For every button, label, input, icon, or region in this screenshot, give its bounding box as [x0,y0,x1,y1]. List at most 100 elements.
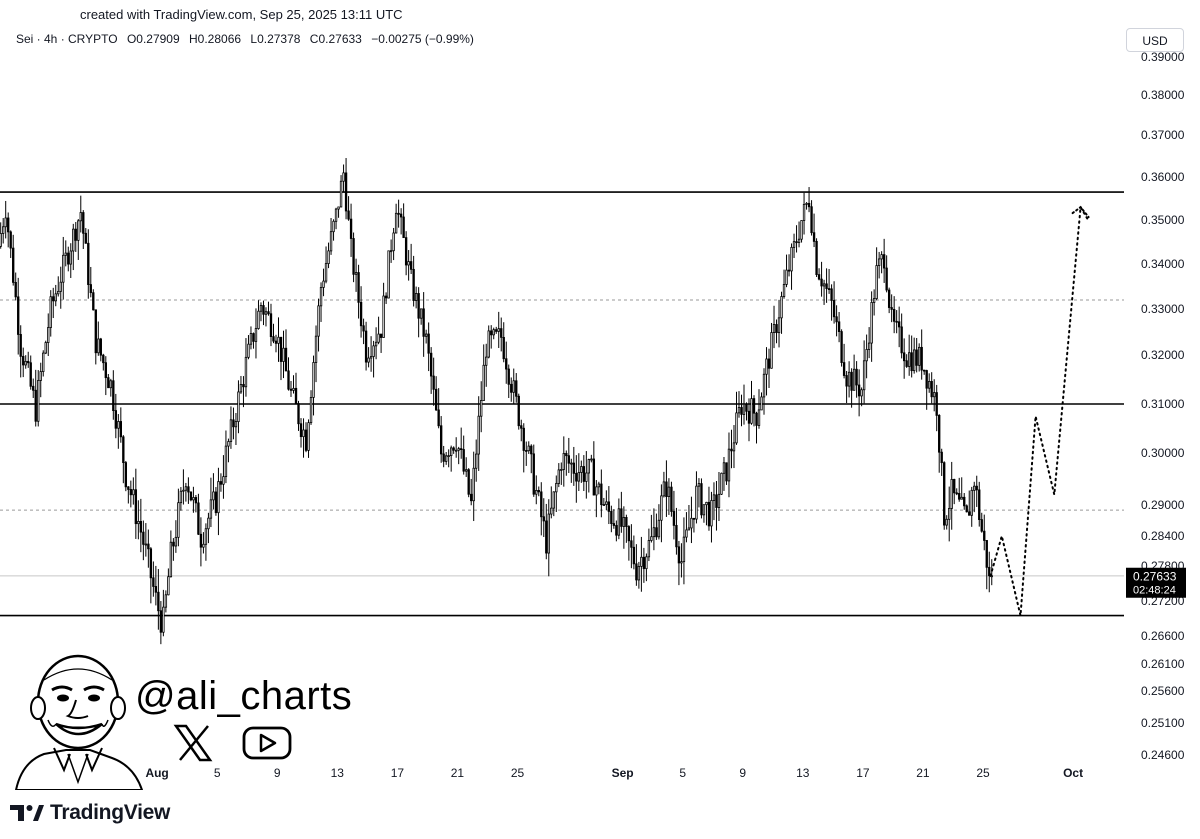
candle-body [497,328,500,332]
candle [740,394,743,427]
candle [860,387,863,407]
candle [444,452,448,465]
candle-body [645,556,648,570]
candle-body [149,548,153,579]
candle [112,370,115,420]
candle [680,543,683,578]
candle [895,310,898,334]
candle [610,505,613,533]
x-tick-label: 21 [451,766,465,780]
candle [247,335,250,360]
candle [437,388,440,429]
candle [512,368,515,404]
candle-body [737,407,741,414]
candle-body [259,305,263,312]
candle-body [332,220,335,233]
candle [229,406,233,449]
candle [945,515,948,530]
candle-body [242,384,245,388]
candle [377,316,380,345]
candle-body [802,203,806,221]
x-logo-icon[interactable] [173,724,213,762]
candle [294,372,298,404]
candle-body [197,502,200,535]
candle [605,490,608,511]
candle [720,472,723,495]
candle [785,254,788,288]
candle-body [532,453,535,495]
candle [732,425,736,469]
symbol-label[interactable]: Sei · 4h · CRYPTO [16,32,118,46]
candle-body [309,397,313,424]
candle [795,225,798,253]
candle [645,553,648,582]
candle [790,243,793,290]
candle-body [124,462,128,488]
candle-body [412,268,415,301]
candle-body [482,364,485,401]
candle-body [820,278,823,287]
candle-body [0,233,2,247]
candle-body [837,321,841,332]
candle-body [845,375,848,387]
candle [267,301,270,316]
candle [254,308,258,359]
candle-body [107,377,110,389]
candle [312,355,315,416]
currency-button[interactable]: USD [1126,28,1184,52]
candle [780,291,783,334]
candle-body [925,370,928,389]
candle [690,496,693,544]
candle-body [439,425,443,455]
candle [52,287,55,319]
ohlc-legend: Sei · 4h · CRYPTO O0.27909 H0.28066 L0.2… [16,32,480,46]
candle [242,376,245,408]
candle-body [790,246,793,272]
candle-body [672,511,676,526]
candle-body [382,295,385,338]
candle-body [585,472,588,482]
candle-body [958,492,961,500]
candle-body [787,269,791,272]
candle-body [54,293,57,302]
cartoon-avatar-icon [14,654,144,790]
youtube-play-icon[interactable] [242,726,292,760]
candle-body [2,226,5,234]
candle-body [84,232,87,244]
candle [497,311,500,348]
candle [462,435,465,475]
candle [988,551,991,593]
candle-body [512,380,515,393]
candle-body [907,352,911,367]
candle [975,475,978,507]
candle [522,423,525,473]
candle-body [650,536,653,541]
candle-body [24,360,27,366]
candle [495,326,498,334]
candle-body [690,517,693,529]
candle [482,344,485,401]
candle-body [665,481,668,498]
candle [990,559,993,586]
candle-body [369,356,373,359]
candle [933,379,936,412]
candle-body [99,338,102,356]
candle-body [34,389,37,422]
candle-body [114,410,117,429]
candle-body [407,261,410,266]
candle-body [835,316,838,323]
candle-body [810,206,813,234]
tradingview-branding[interactable]: TradingView [10,800,170,826]
candle-body [389,250,393,253]
candle-body [209,499,213,519]
candle-body [825,283,828,289]
candle [29,355,32,390]
candle-body [840,331,843,363]
candle [192,486,195,513]
candle [339,175,343,208]
candle [67,246,70,272]
candle [570,458,573,483]
candle-body [417,293,420,319]
candle [109,378,112,397]
